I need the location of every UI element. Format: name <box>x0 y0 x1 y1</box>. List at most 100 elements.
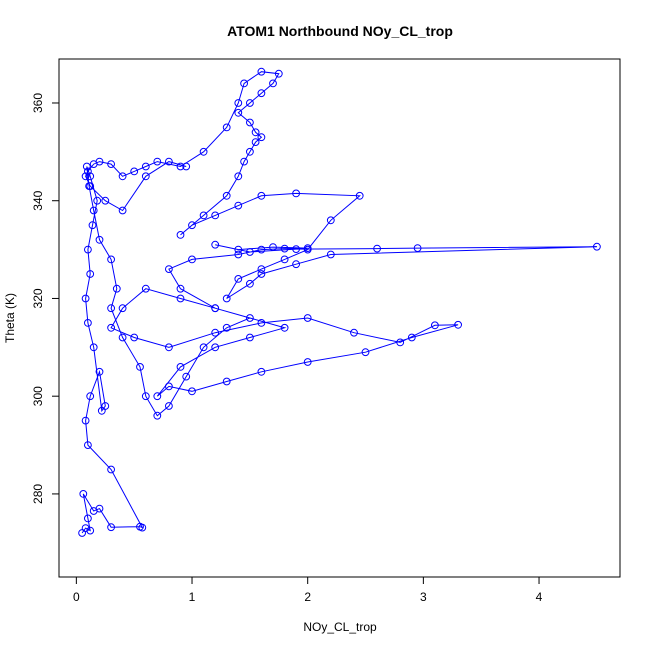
data-point <box>257 270 266 278</box>
data-point <box>211 304 220 313</box>
data-point <box>222 191 231 200</box>
data-point <box>141 284 150 293</box>
data-point <box>199 147 208 156</box>
data-point <box>182 162 191 171</box>
data-point <box>107 465 115 474</box>
data-point <box>246 279 254 288</box>
data-point <box>84 319 92 327</box>
data-point <box>153 157 162 166</box>
data-point <box>396 338 405 347</box>
data-point <box>118 206 127 215</box>
data-point <box>165 343 173 352</box>
data-point <box>118 304 127 313</box>
data-point <box>199 211 208 220</box>
data-point <box>326 250 335 259</box>
data-point <box>86 172 95 181</box>
data-point <box>176 284 185 293</box>
data-point <box>361 348 370 357</box>
data-point <box>136 363 144 371</box>
data-point <box>153 392 162 401</box>
data-point <box>211 328 220 337</box>
data-point <box>454 320 463 329</box>
data-point <box>107 304 115 313</box>
x-tick-label: 2 <box>304 590 311 604</box>
y-tick-label: 300 <box>31 386 45 406</box>
data-point <box>84 167 92 176</box>
data-point <box>93 196 102 205</box>
data-point <box>188 255 196 264</box>
data-point <box>130 167 139 176</box>
data-point <box>350 328 358 337</box>
data-point <box>257 89 266 98</box>
data-point <box>246 314 254 322</box>
data-point <box>303 358 312 366</box>
data-point <box>292 189 301 198</box>
data-point <box>165 402 173 410</box>
data-point <box>84 245 92 254</box>
data-point <box>97 406 106 415</box>
data-point <box>292 245 301 254</box>
data-point <box>413 244 422 253</box>
data-point <box>355 191 364 200</box>
data-point <box>86 392 95 401</box>
data-point <box>234 201 243 210</box>
data-point <box>107 323 115 332</box>
data-point <box>257 319 266 327</box>
data-point <box>82 162 91 171</box>
data-point <box>257 191 266 200</box>
data-point <box>95 367 104 376</box>
data-point <box>118 172 127 181</box>
data-point <box>234 99 243 107</box>
data-point <box>222 123 231 132</box>
data-point <box>165 382 173 391</box>
data-point <box>86 526 95 535</box>
data-point <box>246 118 254 127</box>
data-point <box>89 343 98 352</box>
data-point <box>86 182 95 191</box>
data-point <box>246 99 254 107</box>
data-point <box>280 255 289 264</box>
data-point <box>251 128 260 137</box>
data-point <box>326 216 335 225</box>
data-point <box>257 133 266 142</box>
data-point <box>176 162 185 171</box>
data-point <box>593 242 601 251</box>
data-point <box>165 265 173 274</box>
data-point <box>84 441 92 450</box>
data-point <box>188 221 196 230</box>
data-point <box>222 323 231 332</box>
data-point <box>274 69 283 78</box>
data-point <box>81 416 90 425</box>
data-point <box>176 231 185 239</box>
data-point <box>257 245 266 254</box>
y-tick-label: 340 <box>31 190 45 210</box>
data-point <box>222 294 231 303</box>
x-axis-label: NOy_CL_trop <box>303 620 377 634</box>
data-point <box>246 147 254 156</box>
data-point <box>431 321 439 330</box>
x-tick-label: 4 <box>536 590 543 604</box>
data-point <box>84 514 92 523</box>
x-tick-label: 3 <box>420 590 427 604</box>
plot-frame <box>58 58 621 578</box>
data-point <box>222 377 231 386</box>
data-point <box>89 206 98 215</box>
data-point <box>141 162 150 171</box>
data-layer <box>78 67 601 537</box>
data-point <box>107 255 115 264</box>
data-point <box>234 172 243 181</box>
data-point <box>269 243 277 252</box>
data-point <box>176 363 185 371</box>
data-point <box>292 260 301 269</box>
data-point <box>240 157 249 166</box>
data-point <box>81 294 90 303</box>
data-point <box>86 270 95 278</box>
data-point <box>130 333 139 342</box>
series-line <box>81 71 597 534</box>
data-point <box>257 265 266 274</box>
data-point <box>138 523 147 532</box>
data-point <box>373 244 382 253</box>
data-point <box>141 172 150 181</box>
data-point <box>165 157 173 166</box>
